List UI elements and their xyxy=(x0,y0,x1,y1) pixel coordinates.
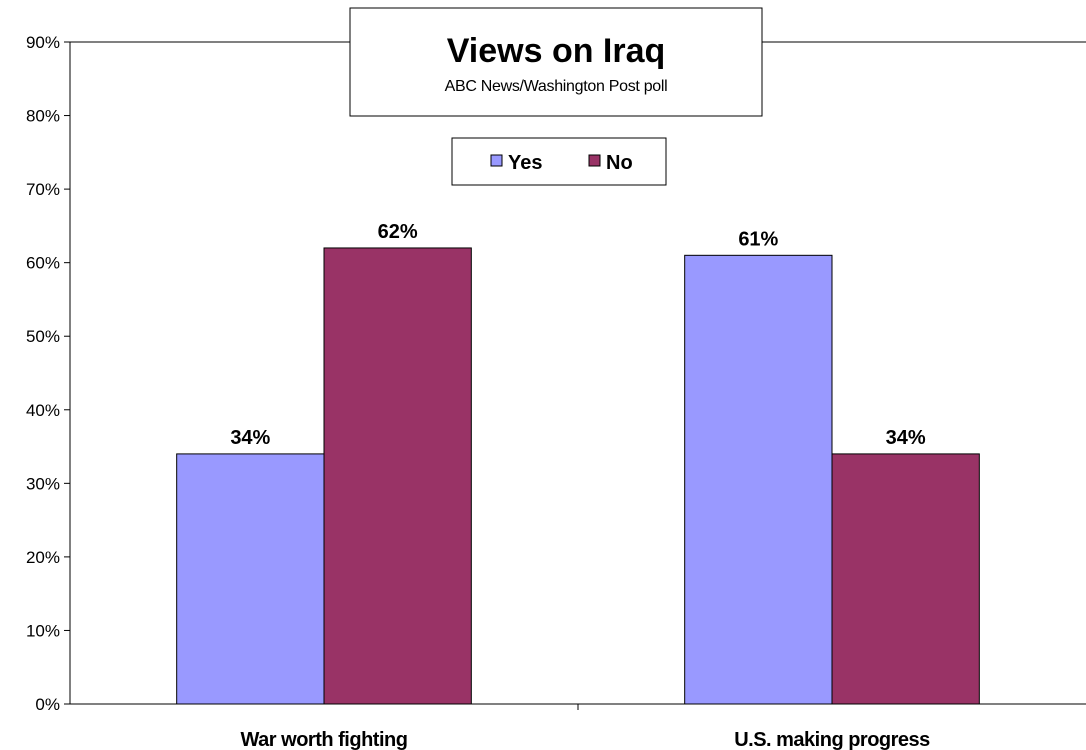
legend-label-yes: Yes xyxy=(508,152,542,174)
legend-frame xyxy=(451,137,667,186)
bar-no xyxy=(323,247,472,705)
y-tick-label: 80% xyxy=(26,107,60,126)
bar-value-label: 62% xyxy=(378,221,418,243)
title-frame xyxy=(349,7,763,117)
y-tick-label: 30% xyxy=(26,474,60,493)
bars xyxy=(176,247,980,705)
bar-yes xyxy=(176,453,325,705)
bar-no xyxy=(831,453,980,705)
y-tick-label: 70% xyxy=(26,180,60,199)
y-tick-label: 60% xyxy=(26,254,60,273)
x-category-label: War worth fighting xyxy=(241,729,408,750)
bar-value-label: 34% xyxy=(886,427,926,449)
legend-label-no: No xyxy=(606,152,633,174)
bar-value-label: 61% xyxy=(738,228,778,250)
y-tick-label: 90% xyxy=(26,33,60,52)
legend: Yes No xyxy=(451,137,667,186)
y-tick-label: 40% xyxy=(26,401,60,420)
bar-yes xyxy=(684,254,833,705)
y-tick-label: 50% xyxy=(26,327,60,346)
bar-value-label: 34% xyxy=(230,427,270,449)
y-tick-label: 10% xyxy=(26,621,60,640)
y-tick-label: 20% xyxy=(26,548,60,567)
chart-title: Views on Iraq xyxy=(447,32,666,70)
title-box: Views on Iraq ABC News/Washington Post p… xyxy=(349,7,763,117)
legend-swatch-no xyxy=(588,154,601,167)
y-tick-label: 0% xyxy=(35,695,60,714)
legend-swatch-yes xyxy=(490,154,503,167)
data-labels: 34% 62% 61% 34% xyxy=(230,221,926,449)
x-category-label: U.S. making progress xyxy=(734,729,930,750)
chart-subtitle: ABC News/Washington Post poll xyxy=(445,78,668,95)
y-axis: 0% 10% 20% 30% 40% 50% 60% 70% 80% 90% xyxy=(26,33,1086,714)
